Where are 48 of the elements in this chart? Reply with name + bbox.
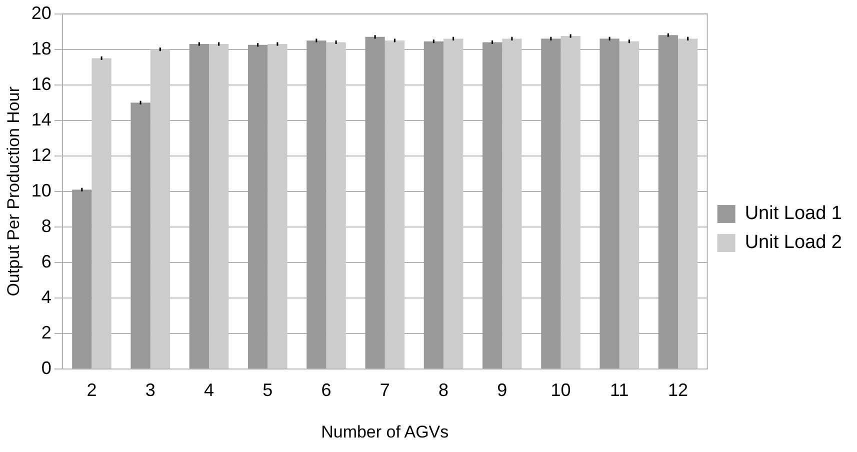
bar [208,44,229,368]
bar [502,38,522,368]
y-tick-label: 0 [41,358,52,378]
bar [424,41,444,368]
bar [365,36,385,368]
y-tick-label: 12 [31,144,52,165]
bar [248,44,268,368]
x-tick-label: 3 [145,380,156,400]
y-tick-label: 8 [41,216,52,236]
x-tick-label: 11 [610,380,629,400]
bar [306,40,326,368]
bar [72,190,92,368]
x-axis-title: Number of AGVs [321,422,449,442]
bar [189,44,209,368]
bar [600,38,620,368]
y-tick-label: 4 [41,286,52,307]
x-tick-label: 8 [438,380,449,400]
y-tick-label: 14 [31,109,52,130]
y-tick-label: 6 [41,251,52,272]
bar [130,102,150,368]
y-tick-label: 16 [31,74,52,94]
bar [541,38,561,368]
x-tick-label: 9 [497,380,508,400]
y-axis-title: Output Per Production Hour [4,86,23,296]
bar [444,38,464,368]
bar [150,49,170,368]
x-tick-label: 2 [86,380,97,400]
bar [482,42,502,368]
y-tick-label: 2 [41,322,52,342]
bar [678,38,698,368]
bar [268,44,288,368]
bar [658,35,678,368]
y-tick-label: 10 [31,180,52,200]
x-tick-label: 12 [668,380,688,400]
x-tick-label: 6 [321,380,332,400]
x-tick-label: 5 [262,380,273,400]
bar [384,40,405,368]
bar [92,58,112,368]
bar [619,41,640,368]
x-tick-label: 7 [380,380,390,400]
legend-label: Unit Load 1 [744,203,842,224]
y-tick-label: 18 [31,38,52,58]
x-tick-label: 10 [550,380,571,400]
x-tick-label: 4 [204,380,214,400]
bar [560,36,580,368]
y-tick-label: 20 [31,2,52,23]
bar [326,42,346,368]
legend-label: Unit Load 2 [744,232,842,254]
